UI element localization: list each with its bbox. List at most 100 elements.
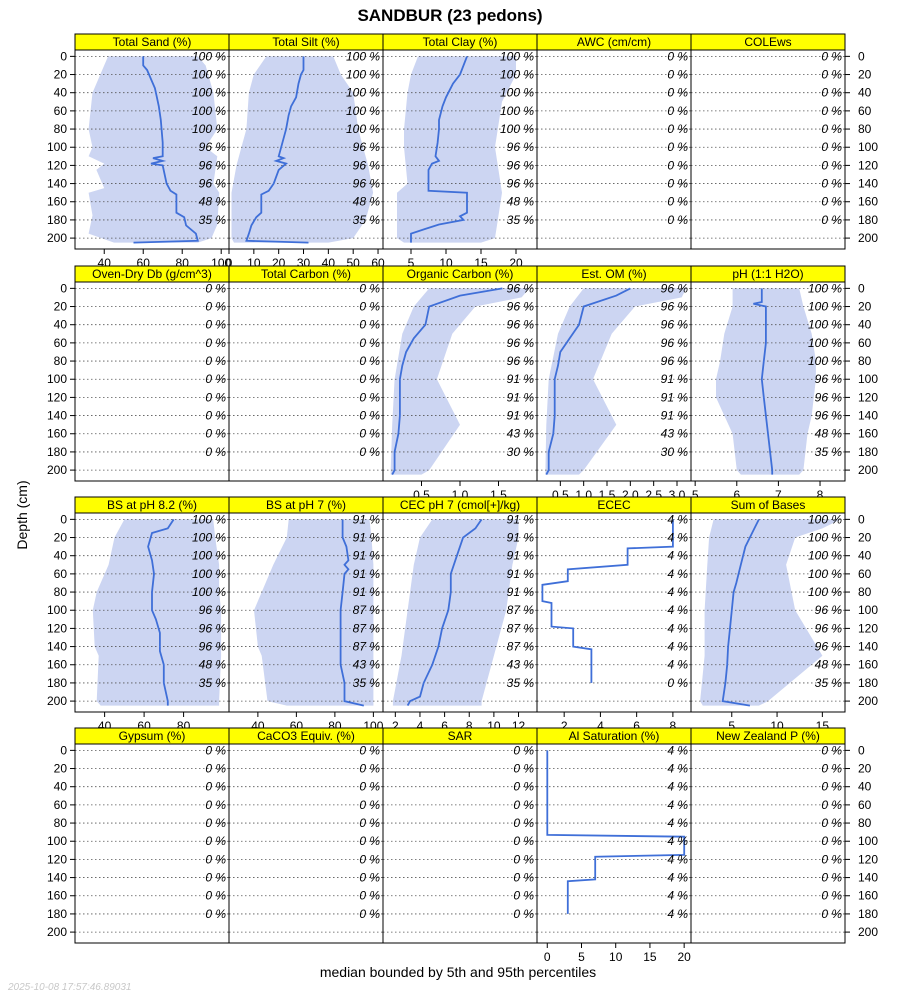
data-coverage-label: 87 % [353,603,381,617]
depth-tick-label: 40 [858,549,872,563]
x-tick-label: 5 [692,488,699,502]
panel: Oven-Dry Db (g/cm^3)0 %0 %0 %0 %0 %0 %0 … [47,265,230,482]
depth-tick-label: 160 [47,658,67,672]
data-coverage-label: 100 % [192,122,226,136]
data-coverage-label: 0 % [821,122,842,136]
x-tick-label: 5 [578,950,585,964]
depth-tick-label: 60 [858,567,872,581]
depth-tick-label: 160 [47,195,67,209]
data-coverage-label: 0 % [359,871,380,885]
data-coverage-label: 0 % [821,104,842,118]
data-coverage-label: 100 % [346,86,380,100]
depth-tick-label: 40 [54,549,68,563]
data-coverage-label: 0 % [359,318,380,332]
data-coverage-label: 0 % [205,852,226,866]
data-coverage-label: 0 % [821,158,842,172]
data-coverage-label: 0 % [821,889,842,903]
depth-tick-label: 60 [858,336,872,350]
data-coverage-label: 100 % [346,122,380,136]
depth-tick-label: 0 [858,512,865,526]
depth-tick-label: 120 [858,621,878,635]
data-coverage-label: 91 % [353,585,381,599]
depth-tick-label: 160 [47,889,67,903]
data-coverage-label: 0 % [513,743,534,757]
data-coverage-label: 0 % [205,871,226,885]
depth-tick-label: 40 [54,318,68,332]
data-coverage-label: 91 % [507,390,535,404]
depth-tick-label: 80 [54,122,68,136]
panel-title: SAR [448,729,473,743]
data-coverage-label: 96 % [507,318,535,332]
data-coverage-label: 96 % [353,140,381,154]
data-coverage-label: 0 % [821,816,842,830]
depth-tick-label: 160 [47,427,67,441]
data-coverage-label: 4 % [667,621,688,635]
depth-tick-label: 140 [47,640,67,654]
data-coverage-label: 91 % [661,390,689,404]
panel: Gypsum (%) 0 % 0 % 0 % 0 % 0 % 0 % 0 % 0 % 0 % 0 %… [47,727,230,944]
depth-tick-label: 40 [858,86,872,100]
data-coverage-label: 0 % [205,798,226,812]
median-line [339,519,365,707]
data-coverage-label: 100 % [192,104,226,118]
data-coverage-label: 0 % [667,49,688,63]
data-coverage-label: 96 % [815,603,843,617]
depth-tick-label: 180 [858,676,878,690]
depth-tick-label: 0 [60,512,67,526]
depth-tick-label: 100 [47,372,67,386]
data-coverage-label: 4 % [667,512,688,526]
data-coverage-label: 0 % [205,743,226,757]
data-coverage-label: 91 % [353,512,381,526]
panel: COLEws 0 % 0 % 0 % 0 % 0 % 0 % 0 % 0 % 0 % 0 % 0 20 4… [690,33,878,250]
data-coverage-label: 4 % [667,743,688,757]
median-line [245,56,309,244]
data-coverage-label: 0 % [513,907,534,921]
depth-tick-label: 0 [858,281,865,295]
data-coverage-label: 0 % [513,798,534,812]
depth-tick-label: 120 [858,852,878,866]
data-coverage-label: 0 % [359,300,380,314]
depth-tick-label: 20 [858,300,872,314]
depth-tick-label: 140 [47,871,67,885]
data-coverage-label: 100 % [192,531,226,545]
panel-title: BS at pH 7 (%) [266,498,346,512]
data-coverage-label: 87 % [507,640,535,654]
data-coverage-label: 35 % [507,213,535,227]
percentile-band [231,56,374,243]
panel-title: CaCO3 Equiv. (%) [257,729,355,743]
x-tick-label: 6 [733,488,740,502]
panel-title: ECEC [597,498,631,512]
data-coverage-label: 35 % [199,676,227,690]
percentile-band [254,519,374,706]
data-coverage-label: 0 % [513,816,534,830]
panel: BS at pH 7 (%) 91 % 91 % 91 % 91 % 91 % 87 % 87… [228,496,384,733]
panel: AWC (cm/cm) 0 % 0 % 0 % 0 % 0 % 0 % 0 % 0 % 0 % 0 … [536,33,692,250]
x-tick-label: 6 [633,719,640,733]
data-coverage-label: 4 % [667,585,688,599]
data-coverage-label: 43 % [661,427,689,441]
depth-tick-label: 0 [858,49,865,63]
data-coverage-label: 4 % [667,816,688,830]
data-coverage-label: 0 % [667,104,688,118]
data-coverage-label: 0 % [205,354,226,368]
depth-tick-label: 160 [858,427,878,441]
panel: SAR 0 % 0 % 0 % 0 % 0 % 0 % 0 % 0 % 0 % 0 % [382,727,538,944]
panel: CaCO3 Equiv. (%) 0 % 0 % 0 % 0 % 0 % 0 % 0 % 0 %… [228,727,384,944]
data-coverage-label: 100 % [346,68,380,82]
data-coverage-label: 100 % [192,567,226,581]
data-coverage-label: 0 % [359,409,380,423]
panel-title: Al Saturation (%) [569,729,660,743]
data-coverage-label: 0 % [359,445,380,459]
median-line [147,518,175,706]
depth-tick-label: 0 [60,281,67,295]
data-coverage-label: 35 % [507,676,535,690]
depth-tick-label: 0 [60,743,67,757]
data-coverage-label: 0 % [513,780,534,794]
depth-tick-label: 180 [858,445,878,459]
depth-tick-label: 80 [858,122,872,136]
data-coverage-label: 35 % [353,676,381,690]
depth-tick-label: 40 [54,86,68,100]
x-tick-label: 4 [597,719,604,733]
depth-tick-label: 80 [54,816,68,830]
percentile-band [392,519,519,706]
